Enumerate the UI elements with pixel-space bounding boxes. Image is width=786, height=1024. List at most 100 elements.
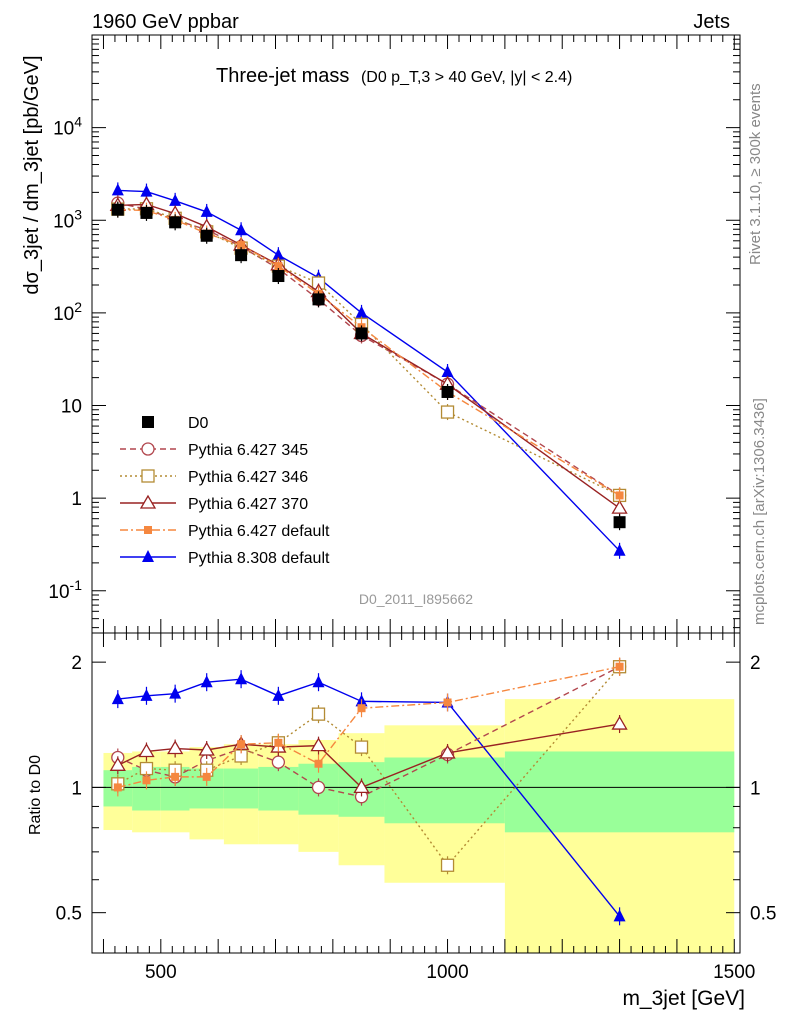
ratio-series-2-point: [354, 740, 369, 754]
band-inner: [223, 768, 259, 809]
ratio-series-5-point: [169, 686, 182, 699]
ratio-series-4-point: [113, 783, 122, 792]
main-series-5-point: [355, 305, 368, 318]
ratio-series-3-point: [167, 740, 184, 755]
ratio-series-4-point: [357, 704, 366, 713]
ratio-plot-series: [109, 657, 628, 926]
tick-labels: 500 1000 1500 10-1 1 10 102 103 104 0.5 0.5 1 1 2 2: [48, 114, 776, 983]
main-series-4-point: [237, 241, 246, 250]
ratio-y-axis-label: Ratio to D0: [27, 755, 44, 835]
ratio-series-3-point: [109, 757, 126, 771]
ratio-series-3-point: [353, 779, 370, 794]
main-series-1-line: [117, 202, 620, 497]
ratio-tick-label-right: 1: [750, 778, 761, 799]
band-inner: [384, 757, 505, 824]
ratio-plot-frame: [91, 632, 741, 954]
legend-entry-label: D0: [188, 415, 209, 432]
ratio-tick-label-left: 2: [71, 653, 82, 674]
y-tick-label: 1: [71, 489, 82, 510]
main-series-2-line: [117, 208, 620, 497]
plot-frames: [91, 34, 741, 954]
y-tick-label: 104: [53, 114, 82, 140]
y-tick-exponent: 4: [74, 114, 82, 130]
main-series-5-point: [235, 223, 248, 236]
ratio-series-5-point: [312, 675, 325, 688]
x-tick-label: 500: [145, 962, 177, 983]
main-series-4-point: [615, 491, 624, 500]
main-series-0-point: [272, 270, 285, 283]
ratio-series-3-line: [117, 723, 620, 789]
legend-marker: [142, 416, 154, 428]
main-series-0-point: [169, 216, 182, 229]
main-series-5-point: [169, 193, 182, 206]
ratio-series-4-point: [142, 776, 151, 785]
main-series-0-point: [111, 203, 124, 216]
legend-entry-label: Pythia 8.308 default: [188, 550, 330, 567]
rivet-label: Rivet 3.1.10, ≥ 300k events: [747, 83, 764, 265]
ratio-series-5-point: [272, 688, 285, 701]
legend-entry-label: Pythia 6.427 370: [188, 496, 308, 513]
main-series-0-point: [200, 229, 213, 242]
main-series-0-point: [312, 293, 325, 306]
ratio-series-1-line: [117, 666, 620, 798]
ratio-series-5-point: [140, 688, 153, 701]
chart-title-cut: (D0 p_T,3 > 40 GeV, |y| < 2.4): [361, 69, 572, 86]
main-series-5-point: [200, 204, 213, 217]
y-tick-label: 10: [61, 397, 82, 418]
band-inner: [258, 766, 299, 811]
ratio-series-4-point: [314, 759, 323, 768]
main-series-5-point: [111, 183, 124, 196]
main-series-0-point: [355, 327, 368, 340]
band-inner: [504, 751, 735, 833]
ratio-series-4-point: [443, 698, 452, 707]
main-plot-frame: [91, 34, 741, 634]
legend-entry-label: Pythia 6.427 346: [188, 469, 308, 486]
ratio-series-2-line: [117, 666, 621, 867]
main-series-5-point: [140, 184, 153, 197]
y-axis-label: dσ_3jet / dm_3jet [pb/GeV]: [21, 55, 43, 294]
ratio-tick-label-right: 2: [750, 653, 761, 674]
ratio-series-5-point: [111, 692, 124, 705]
legend-entry-label: Pythia 6.427 default: [188, 523, 330, 540]
main-series-4-point: [274, 262, 283, 271]
ratio-series-4-point: [202, 772, 211, 781]
ratio-series-5-point: [613, 909, 626, 922]
legend-entry-label: Pythia 6.427 345: [188, 442, 308, 459]
main-series-0-point: [441, 385, 454, 398]
ratio-uncertainty-bands: [92, 699, 740, 953]
y-tick-label: 10-1: [48, 577, 82, 603]
legend-marker: [139, 494, 157, 509]
analysis-id-label: D0_2011_I895662: [359, 591, 473, 607]
ratio-tick-label-right: 0.5: [750, 904, 776, 925]
main-series-3-point: [611, 499, 628, 514]
ratio-series-3-point: [138, 743, 155, 758]
ratio-series-1-point: [271, 755, 286, 769]
ratio-series-5-line: [117, 678, 621, 917]
x-tick-label: 1000: [426, 962, 468, 983]
main-series-2-point: [440, 405, 455, 419]
main-series-0-point: [235, 249, 248, 262]
ratio-series-3-point: [198, 741, 215, 756]
ratio-series-5-point: [200, 675, 213, 688]
ratio-series-4-line: [117, 666, 620, 789]
legend-marker: [141, 469, 155, 483]
y-tick-exponent: 2: [74, 299, 82, 315]
ratio-series-4-point: [237, 740, 246, 749]
ratio-series-2-point: [311, 707, 326, 721]
header-category-label: Jets: [693, 11, 730, 33]
legend-marker: [142, 550, 154, 562]
legend-marker: [141, 442, 155, 456]
main-series-5-line: [117, 189, 621, 552]
ratio-series-5-point: [235, 672, 248, 685]
ratio-tick-label-left: 1: [71, 778, 82, 799]
ratio-series-4-point: [615, 662, 624, 671]
ratio-tick-label-left: 0.5: [56, 904, 82, 925]
chart-title-main: Three-jet mass: [216, 65, 349, 87]
main-series-0-point: [140, 206, 153, 219]
ratio-series-3-point: [611, 715, 628, 730]
y-tick-label: 103: [53, 206, 82, 232]
ratio-series-1-point: [311, 780, 326, 795]
main-series-4-line: [117, 208, 620, 497]
ratio-series-3-point: [439, 744, 456, 759]
